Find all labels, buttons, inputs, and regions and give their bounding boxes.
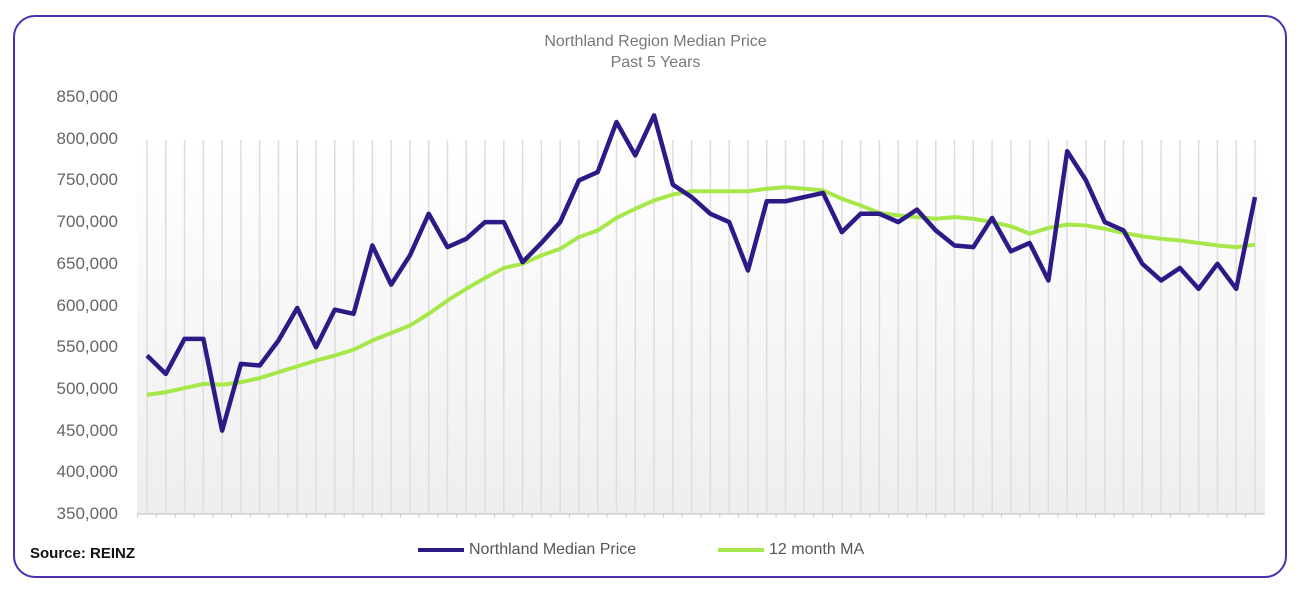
chart-title: Northland Region Median Price [544,33,767,50]
y-tick-label: 550,000 [56,337,118,357]
legend-item-median: Northland Median Price [418,541,636,559]
y-tick-label: 600,000 [56,295,118,315]
y-tick-label: 400,000 [56,462,118,482]
chart-subtitle: Past 5 Years [610,54,701,71]
y-tick-label: 750,000 [56,170,118,190]
legend-swatch-ma [718,548,764,552]
legend-label-ma: 12 month MA [769,541,865,558]
legend-swatch-median [418,548,464,552]
legend-label-median: Northland Median Price [469,541,637,558]
y-tick-label: 850,000 [56,87,118,106]
y-tick-label: 800,000 [56,128,118,148]
y-tick-label: 350,000 [56,504,118,523]
y-tick-label: 500,000 [56,378,118,398]
y-tick-label: 700,000 [56,212,118,232]
y-tick-label: 650,000 [56,253,118,273]
legend-item-ma: 12 month MA [718,541,864,559]
median-price-line [145,113,1258,433]
source-note: Source: REINZ [30,545,136,562]
y-tick-label: 450,000 [56,420,118,440]
ma-line [146,185,1256,397]
